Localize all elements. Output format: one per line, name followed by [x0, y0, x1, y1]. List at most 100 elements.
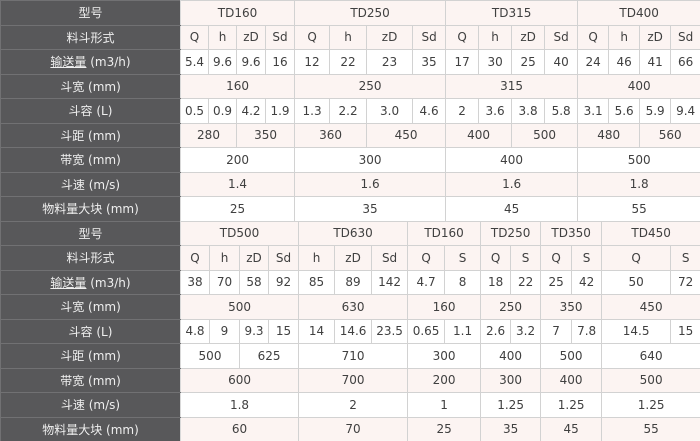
- spec-cell-bucket-speed: 1.8: [179, 392, 300, 418]
- spec-cell-bucket-volume: 3.2: [510, 318, 542, 344]
- row-header-unit: (mm): [84, 79, 121, 94]
- spec-row-bucket-width: 斗宽 (mm) 160 250 315 400: [0, 73, 700, 99]
- row-header-label: 输送量: [50, 275, 87, 290]
- spec-row-bucket-pitch: 斗距 (mm) 500 625 710 300 400 500 640: [0, 343, 700, 369]
- spec-cell-bucket-type: zD: [239, 245, 269, 271]
- spec-cell-bucket-type: h: [478, 24, 513, 50]
- spec-cell-capacity: 24: [577, 49, 610, 75]
- spec-row-max-lump: 物料量大块 (mm) 25 35 45 55: [0, 196, 700, 222]
- spec-cell-max-lump: 60: [179, 416, 300, 441]
- row-header-label: 型号: [78, 6, 103, 21]
- spec-cell-bucket-type: zD: [334, 245, 373, 271]
- spec-cell-capacity: 9.6: [208, 49, 237, 75]
- spec-cell-bucket-pitch: 500: [180, 343, 240, 369]
- spec-cell-bucket-speed: 1.25: [601, 392, 700, 418]
- spec-cell-bucket-volume: 3.1: [577, 98, 610, 124]
- spec-cell-bucket-pitch: 480: [577, 122, 641, 148]
- spec-cell-model: TD350: [540, 220, 603, 246]
- spec-cell-bucket-volume: 3.8: [511, 98, 546, 124]
- row-header-unit: (m3/h): [86, 55, 131, 70]
- spec-cell-bucket-type: S: [571, 245, 603, 271]
- row-header-bucket-pitch: 斗距 (mm): [0, 122, 181, 148]
- spec-cell-bucket-speed: 1.6: [445, 171, 579, 197]
- row-header-bucket-width: 斗宽 (mm): [0, 294, 181, 320]
- spec-cell-bucket-volume: 23.5: [371, 318, 409, 344]
- spec-cell-bucket-type: Sd: [371, 245, 409, 271]
- spec-cell-bucket-volume: 15: [267, 318, 300, 344]
- spec-cell-bucket-volume: 7: [540, 318, 573, 344]
- spec-cell-bucket-type: Q: [445, 24, 480, 50]
- spec-cell-bucket-volume: 14: [298, 318, 336, 344]
- spec-cell-bucket-volume: 7.8: [571, 318, 603, 344]
- spec-cell-bucket-volume: 5.6: [608, 98, 641, 124]
- spec-cell-bucket-width: 315: [445, 73, 579, 99]
- spec-row-belt-width: 带宽 (mm) 200 300 400 500: [0, 147, 700, 173]
- row-header-label: 物料量大块: [42, 422, 103, 437]
- spec-cell-bucket-width: 250: [480, 294, 542, 320]
- spec-cell-bucket-type: Q: [180, 24, 209, 50]
- row-header-label: 输送量: [50, 55, 87, 70]
- spec-cell-bucket-type: h: [298, 245, 336, 271]
- spec-cell-bucket-pitch: 400: [480, 343, 542, 369]
- spec-cell-bucket-speed: 1.25: [480, 392, 542, 418]
- spec-row-max-lump: 物料量大块 (mm) 60 70 25 35 45 55: [0, 416, 700, 441]
- spec-cell-bucket-type: Q: [480, 245, 512, 271]
- spec-cell-bucket-volume: 3.0: [366, 98, 414, 124]
- spec-cell-bucket-type: Q: [180, 245, 210, 271]
- spec-cell-model: TD315: [445, 0, 579, 26]
- spec-cell-capacity: 5.4: [180, 49, 209, 75]
- row-header-unit: (mm): [102, 422, 139, 437]
- row-header-capacity: 输送量 (m3/h): [0, 49, 181, 75]
- spec-cell-bucket-pitch: 500: [511, 122, 579, 148]
- spec-cell-model: TD500: [179, 220, 300, 246]
- spec-cell-bucket-type: S: [444, 245, 482, 271]
- spec-cell-capacity: 72: [670, 269, 700, 295]
- spec-cell-bucket-type: Sd: [412, 24, 447, 50]
- row-header-unit: (L): [92, 104, 113, 119]
- spec-cell-bucket-pitch: 500: [540, 343, 603, 369]
- spec-cell-capacity: 92: [267, 269, 300, 295]
- spec-cell-bucket-type: zD: [511, 24, 546, 50]
- spec-cell-bucket-volume: 0.9: [208, 98, 237, 124]
- spec-cell-max-lump: 35: [294, 196, 447, 222]
- spec-cell-bucket-volume: 2: [445, 98, 480, 124]
- spec-row-bucket-width: 斗宽 (mm) 500 630 160 250 350 450: [0, 294, 700, 320]
- spec-cell-bucket-pitch: 360: [294, 122, 368, 148]
- spec-cell-bucket-type: Sd: [544, 24, 579, 50]
- spec-row-bucket-pitch: 斗距 (mm) 280 350 360 450 400 500 480 560: [0, 122, 700, 148]
- row-header-bucket-pitch: 斗距 (mm): [0, 343, 181, 369]
- row-header-max-lump: 物料量大块 (mm): [0, 196, 181, 222]
- row-header-unit: (m/s): [84, 177, 121, 192]
- spec-cell-bucket-pitch: 450: [366, 122, 447, 148]
- spec-cell-bucket-volume: 1.1: [444, 318, 482, 344]
- spec-cell-capacity: 40: [544, 49, 579, 75]
- spec-cell-bucket-volume: 14.6: [334, 318, 373, 344]
- row-header-bucket-volume: 斗容 (L): [0, 98, 181, 124]
- spec-cell-bucket-type: Q: [540, 245, 573, 271]
- row-header-bucket-speed: 斗速 (m/s): [0, 171, 181, 197]
- spec-cell-max-lump: 55: [577, 196, 700, 222]
- spec-cell-bucket-pitch: 400: [445, 122, 513, 148]
- spec-cell-bucket-speed: 1.8: [577, 171, 700, 197]
- spec-cell-max-lump: 25: [407, 416, 482, 441]
- spec-cell-bucket-volume: 4.2: [236, 98, 266, 124]
- row-header-label: 斗距: [60, 349, 85, 364]
- row-header-unit: (mm): [84, 128, 121, 143]
- spec-cell-capacity: 25: [511, 49, 546, 75]
- spec-row-bucket-volume: 斗容 (L) 0.5 0.9 4.2 1.9 1.3 2.2 3.0 4.6 2 3.6 3.8 5.8…: [0, 98, 700, 124]
- spec-cell-bucket-pitch: 300: [407, 343, 482, 369]
- spec-cell-bucket-volume: 9: [209, 318, 240, 344]
- spec-cell-capacity: 22: [510, 269, 542, 295]
- spec-cell-bucket-pitch: 640: [601, 343, 700, 369]
- spec-cell-capacity: 89: [334, 269, 373, 295]
- spec-cell-bucket-type: zD: [366, 24, 414, 50]
- row-header-label: 斗速: [60, 177, 85, 192]
- spec-cell-max-lump: 45: [445, 196, 579, 222]
- spec-cell-capacity: 46: [608, 49, 641, 75]
- spec-cell-belt-width: 500: [601, 367, 700, 393]
- spec-cell-bucket-type: Q: [577, 24, 610, 50]
- spec-cell-capacity: 8: [444, 269, 482, 295]
